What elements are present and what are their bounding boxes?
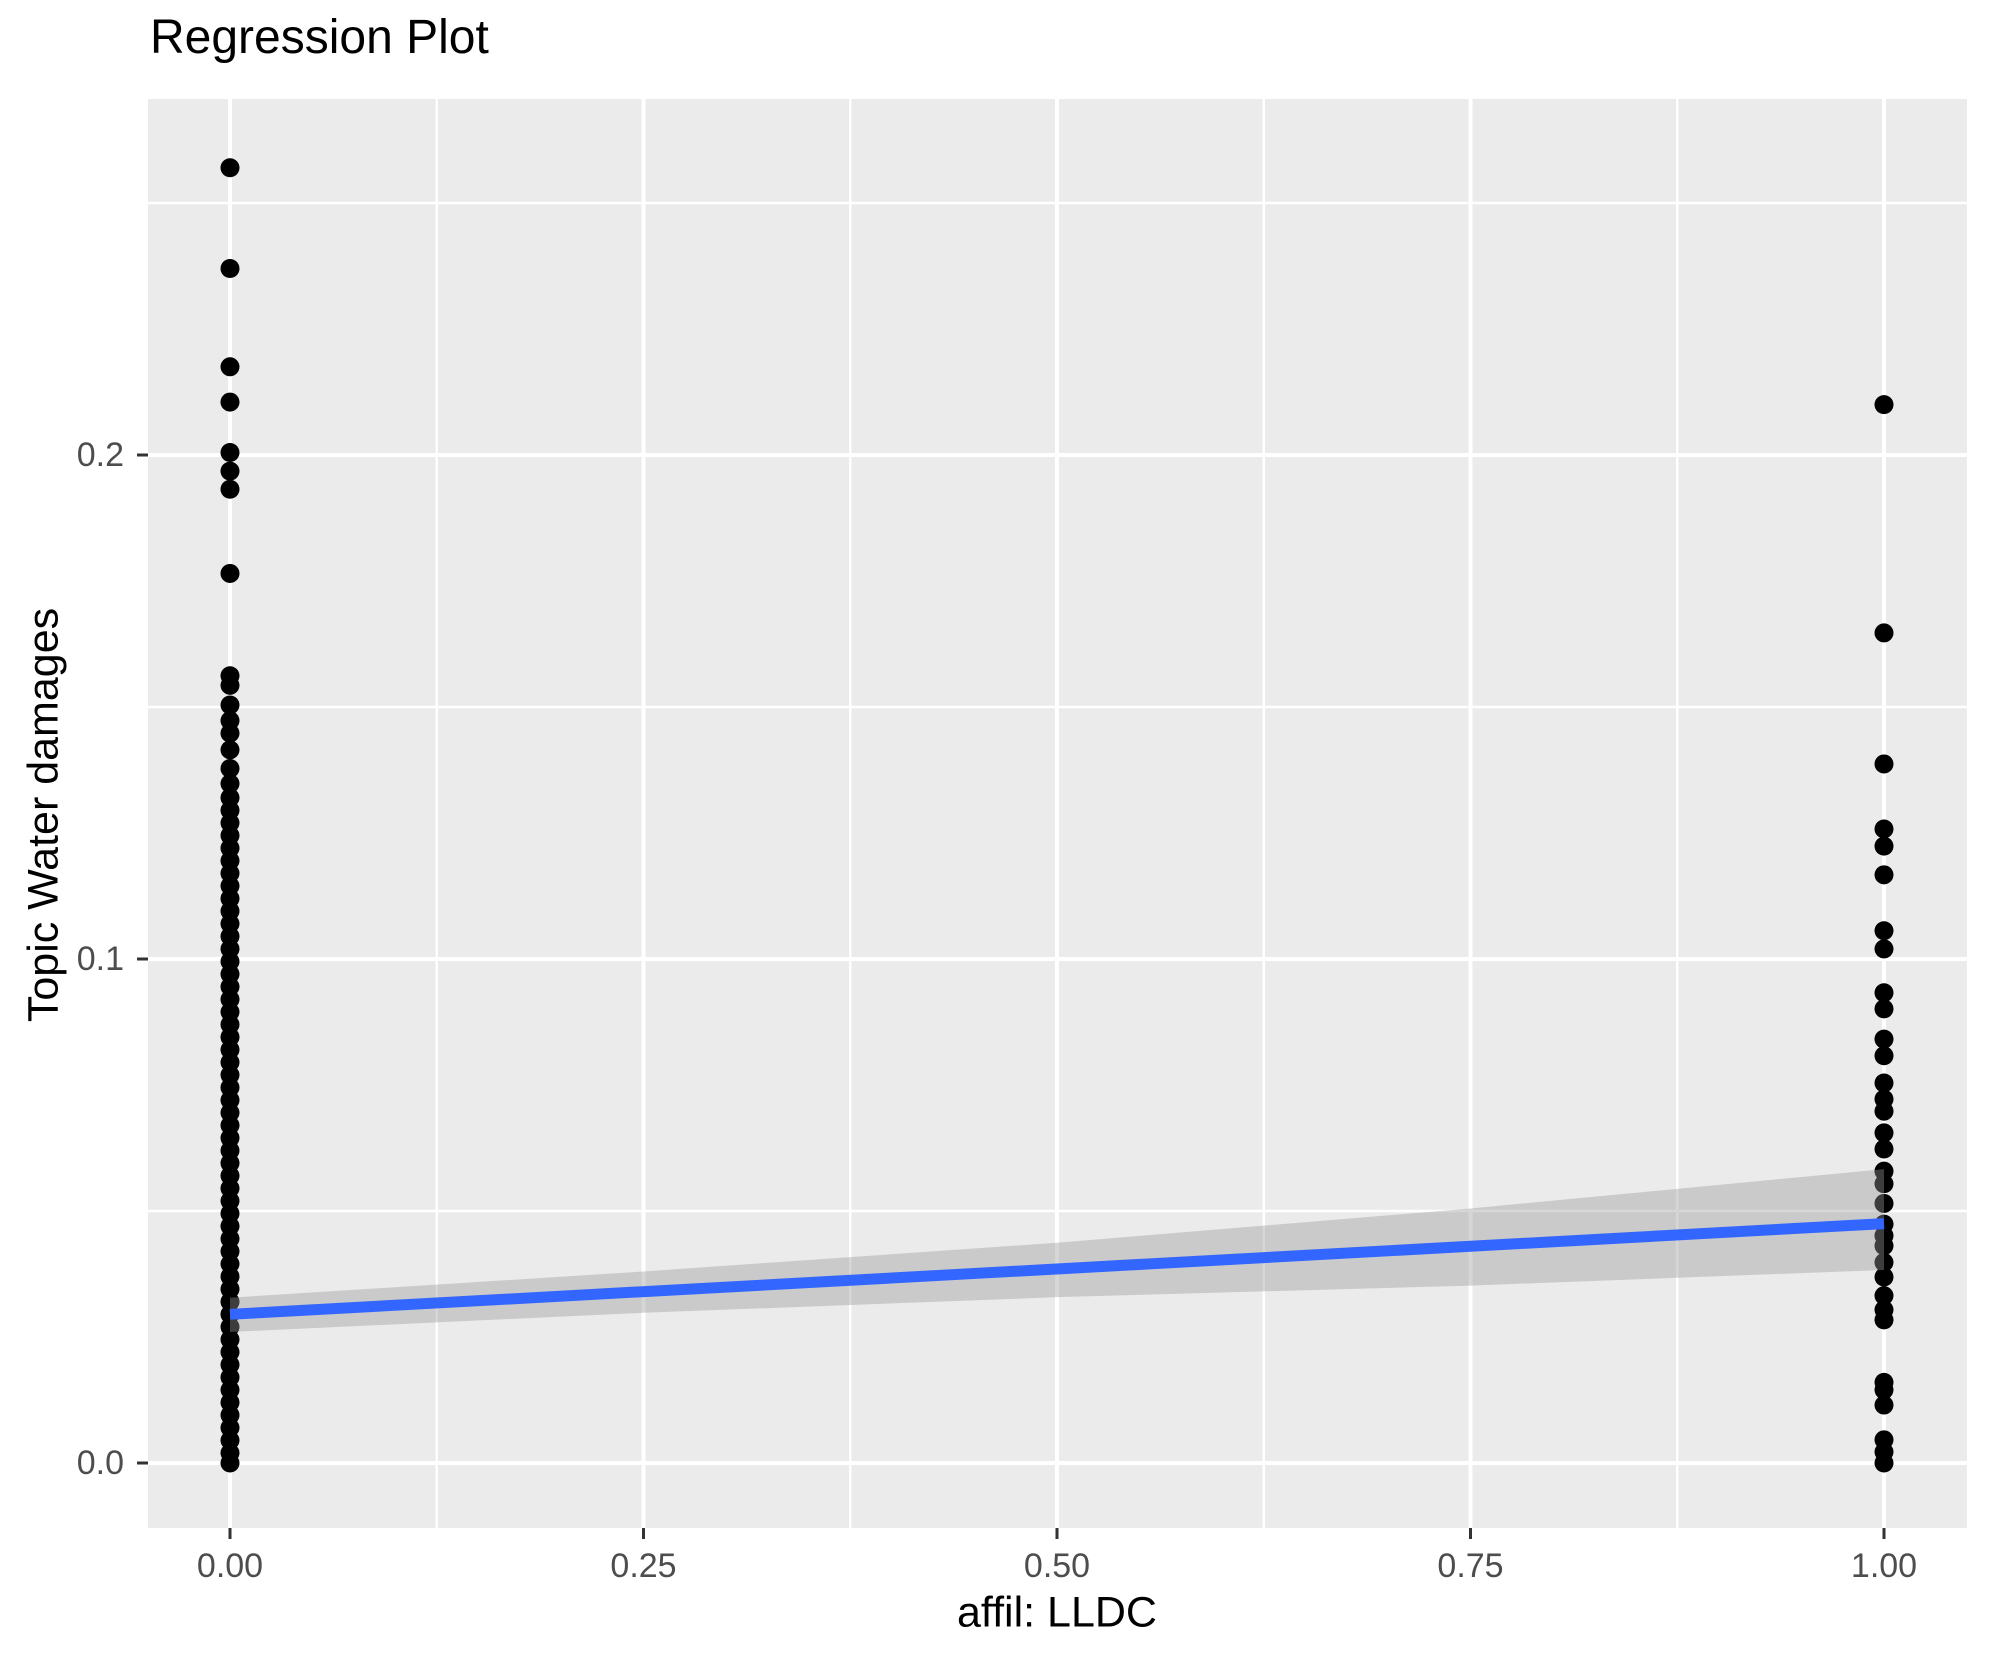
data-point xyxy=(1874,819,1894,839)
data-point xyxy=(220,675,240,695)
y-tick-label: 0.2 xyxy=(76,436,124,474)
data-point xyxy=(1874,1286,1894,1306)
data-point xyxy=(220,740,240,760)
data-point xyxy=(1874,1139,1894,1159)
data-point xyxy=(1874,395,1894,415)
data-point xyxy=(1874,1046,1894,1066)
data-point xyxy=(1874,1453,1894,1473)
data-point xyxy=(1874,1101,1894,1121)
data-point xyxy=(1874,836,1894,856)
plot-title: Regression Plot xyxy=(150,11,489,64)
data-point xyxy=(220,259,240,279)
data-point xyxy=(1874,983,1894,1003)
data-point xyxy=(220,1453,240,1473)
data-point xyxy=(220,479,240,499)
data-point xyxy=(1874,865,1894,885)
data-point xyxy=(220,774,240,794)
data-point xyxy=(1874,1029,1894,1049)
data-point xyxy=(220,758,240,778)
data-point xyxy=(1874,1267,1894,1287)
y-tick-label: 0.1 xyxy=(76,940,124,978)
data-point xyxy=(1874,754,1894,774)
y-tick-label: 0.0 xyxy=(76,1444,124,1482)
data-point xyxy=(220,357,240,377)
data-point xyxy=(220,158,240,178)
data-point xyxy=(220,442,240,462)
data-point xyxy=(1874,1123,1894,1143)
data-point xyxy=(220,392,240,412)
data-point xyxy=(1874,1310,1894,1330)
x-tick-label: 0.75 xyxy=(1437,1547,1504,1585)
data-point xyxy=(220,723,240,743)
data-point xyxy=(220,563,240,583)
data-point xyxy=(1874,999,1894,1019)
x-tick-label: 1.00 xyxy=(1850,1547,1918,1585)
data-point xyxy=(220,695,240,715)
data-point xyxy=(1874,1252,1894,1272)
data-point xyxy=(1874,1236,1894,1256)
data-point xyxy=(1874,623,1894,643)
data-point xyxy=(1874,1193,1894,1213)
data-point xyxy=(1874,1174,1894,1194)
data-point xyxy=(1874,1380,1894,1400)
x-tick-label: 0.00 xyxy=(196,1547,264,1585)
data-point xyxy=(1874,921,1894,941)
regression-line xyxy=(229,1218,1885,1320)
data-point xyxy=(220,461,240,481)
x-tick-label: 0.25 xyxy=(610,1547,677,1585)
data-point xyxy=(1874,939,1894,959)
data-point xyxy=(1874,1395,1894,1415)
x-axis-title: affil: LLDC xyxy=(957,1588,1157,1637)
x-tick-label: 0.50 xyxy=(1023,1547,1091,1585)
data-point xyxy=(1874,1073,1894,1093)
